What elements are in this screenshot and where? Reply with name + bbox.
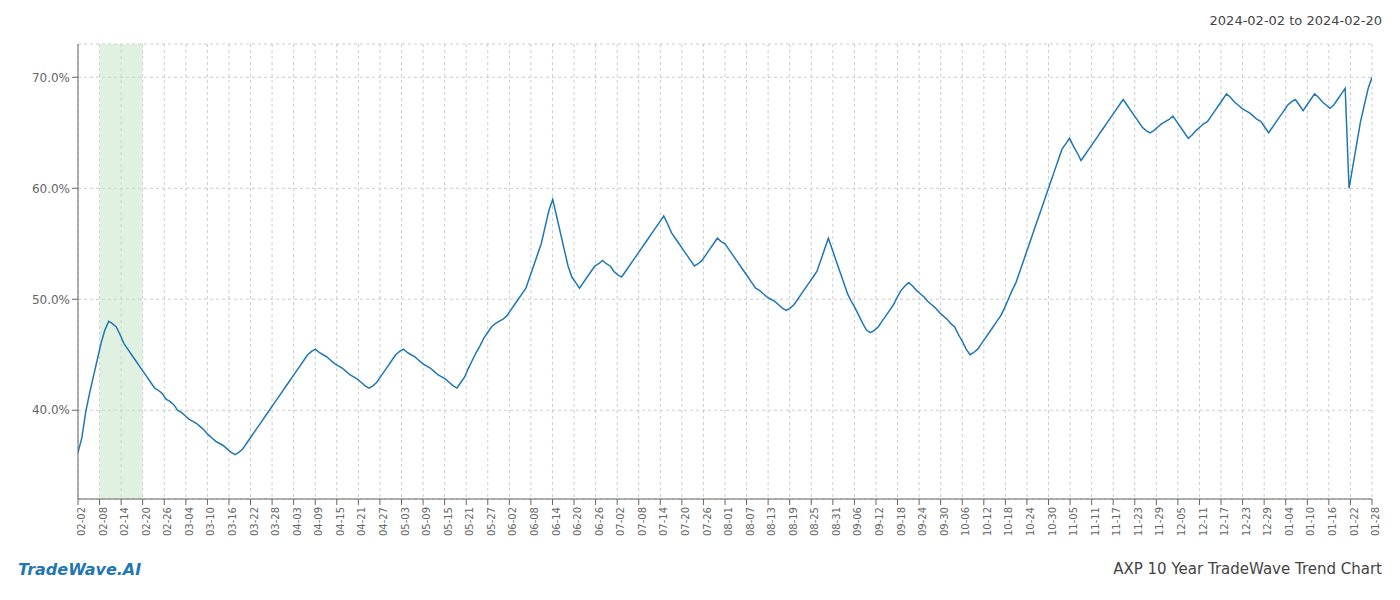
svg-text:10-12: 10-12	[982, 507, 993, 536]
svg-text:06-26: 06-26	[594, 507, 605, 536]
svg-text:12-23: 12-23	[1241, 507, 1252, 536]
svg-text:05-21: 05-21	[464, 507, 475, 536]
svg-text:01-22: 01-22	[1349, 507, 1360, 536]
svg-text:09-30: 09-30	[939, 507, 950, 536]
svg-text:07-08: 07-08	[637, 507, 648, 536]
svg-text:10-06: 10-06	[960, 507, 971, 536]
svg-text:05-15: 05-15	[443, 507, 454, 536]
svg-text:50.0%: 50.0%	[32, 293, 70, 307]
svg-text:04-15: 04-15	[335, 507, 346, 536]
svg-text:02-02: 02-02	[76, 507, 87, 536]
svg-text:10-30: 10-30	[1047, 507, 1058, 536]
svg-text:01-10: 01-10	[1305, 507, 1316, 536]
svg-text:07-20: 07-20	[680, 507, 691, 536]
svg-text:08-25: 08-25	[809, 507, 820, 536]
svg-text:09-18: 09-18	[896, 507, 907, 536]
svg-text:08-19: 08-19	[788, 507, 799, 536]
svg-text:10-18: 10-18	[1003, 507, 1014, 536]
svg-text:03-28: 03-28	[270, 507, 281, 536]
svg-text:11-23: 11-23	[1133, 507, 1144, 536]
svg-text:03-10: 03-10	[206, 507, 217, 536]
svg-text:10-24: 10-24	[1025, 507, 1036, 536]
svg-text:12-11: 12-11	[1198, 507, 1209, 536]
svg-text:04-27: 04-27	[378, 507, 389, 536]
svg-text:02-20: 02-20	[141, 507, 152, 536]
svg-text:04-09: 04-09	[313, 507, 324, 536]
svg-text:05-03: 05-03	[400, 507, 411, 536]
svg-text:01-28: 01-28	[1370, 507, 1381, 536]
svg-text:08-31: 08-31	[831, 507, 842, 536]
svg-text:09-24: 09-24	[917, 507, 928, 536]
svg-text:11-29: 11-29	[1154, 507, 1165, 536]
svg-text:06-02: 06-02	[507, 507, 518, 536]
svg-text:70.0%: 70.0%	[32, 71, 70, 85]
svg-text:06-08: 06-08	[529, 507, 540, 536]
svg-text:02-26: 02-26	[162, 507, 173, 536]
svg-text:07-02: 07-02	[615, 507, 626, 536]
svg-text:02-14: 02-14	[119, 507, 130, 536]
svg-text:03-04: 03-04	[184, 507, 195, 536]
svg-text:08-13: 08-13	[766, 507, 777, 536]
svg-text:12-29: 12-29	[1262, 507, 1273, 536]
svg-text:09-06: 09-06	[853, 507, 864, 536]
svg-text:09-12: 09-12	[874, 507, 885, 536]
svg-text:02-08: 02-08	[98, 507, 109, 536]
svg-text:01-04: 01-04	[1284, 507, 1295, 536]
svg-text:06-14: 06-14	[551, 507, 562, 536]
svg-text:12-17: 12-17	[1219, 507, 1230, 536]
svg-text:60.0%: 60.0%	[32, 182, 70, 196]
html-text:TradeWave.AI: TradeWave.AI	[18, 559, 142, 579]
svg-text:07-14: 07-14	[658, 507, 669, 536]
svg-text:03-22: 03-22	[249, 507, 260, 536]
svg-text:01-16: 01-16	[1327, 507, 1338, 536]
svg-text:11-05: 11-05	[1068, 507, 1079, 536]
svg-text:05-09: 05-09	[421, 507, 432, 536]
svg-text:05-27: 05-27	[486, 507, 497, 536]
html-text:AXP 10 Year TradeWave Trend Ch: AXP 10 Year TradeWave Trend Chart	[1113, 560, 1382, 578]
svg-text:04-21: 04-21	[356, 507, 367, 536]
svg-text:11-17: 11-17	[1111, 507, 1122, 536]
svg-text:03-16: 03-16	[227, 507, 238, 536]
svg-text:04-03: 04-03	[292, 507, 303, 536]
html-text:2024-02-02 to 2024-02-20: 2024-02-02 to 2024-02-20	[1209, 13, 1382, 28]
svg-text:06-20: 06-20	[572, 507, 583, 536]
svg-text:11-11: 11-11	[1090, 507, 1101, 536]
svg-text:07-26: 07-26	[702, 507, 713, 536]
svg-text:40.0%: 40.0%	[32, 403, 70, 417]
svg-text:08-01: 08-01	[723, 507, 734, 536]
svg-text:08-07: 08-07	[745, 507, 756, 536]
svg-text:12-05: 12-05	[1176, 507, 1187, 536]
